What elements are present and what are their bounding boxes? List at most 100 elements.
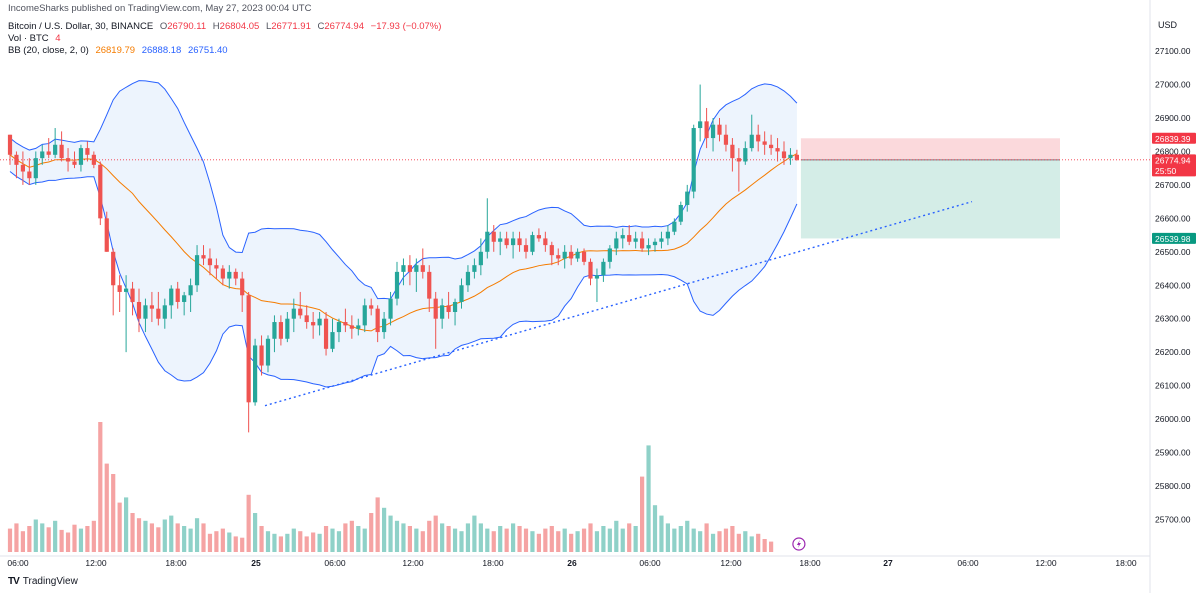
candle-body[interactable]	[594, 275, 600, 279]
candle-body[interactable]	[556, 255, 561, 259]
candle-body[interactable]	[240, 278, 245, 296]
candle-body[interactable]	[285, 318, 290, 339]
candle-body[interactable]	[382, 318, 387, 333]
candle-body[interactable]	[33, 158, 38, 179]
candle-body[interactable]	[65, 158, 71, 162]
candle-body[interactable]	[607, 248, 612, 262]
candle-body[interactable]	[717, 124, 722, 135]
candle-body[interactable]	[375, 308, 380, 333]
candle-body[interactable]	[369, 305, 374, 309]
candle-body[interactable]	[188, 285, 193, 296]
candle-body[interactable]	[775, 148, 780, 152]
candle-body[interactable]	[452, 301, 458, 313]
candle-body[interactable]	[343, 322, 348, 326]
candle-body[interactable]	[756, 134, 761, 142]
candle-body[interactable]	[465, 271, 471, 286]
candle-body[interactable]	[14, 154, 19, 165]
candle-body[interactable]	[723, 134, 729, 145]
candle-body[interactable]	[130, 288, 135, 302]
candle-body[interactable]	[685, 191, 690, 205]
candle-body[interactable]	[201, 255, 206, 259]
candle-body[interactable]	[511, 238, 516, 246]
candle-body[interactable]	[330, 332, 335, 349]
candle-body[interactable]	[362, 305, 367, 326]
candle-body[interactable]	[781, 151, 787, 159]
candle-body[interactable]	[627, 235, 632, 242]
candle-body[interactable]	[672, 221, 677, 232]
candle-body[interactable]	[388, 298, 393, 319]
candle-body[interactable]	[543, 238, 548, 246]
candle-body[interactable]	[7, 134, 13, 155]
stop-loss-zone[interactable]	[800, 138, 1060, 160]
candle-body[interactable]	[291, 308, 296, 319]
candle-body[interactable]	[749, 134, 754, 149]
candle-body[interactable]	[227, 271, 232, 279]
candle-body[interactable]	[485, 231, 490, 252]
bb-lower-line[interactable]	[9, 171, 798, 388]
bb-basis-line[interactable]	[9, 153, 798, 332]
candle-body[interactable]	[214, 265, 219, 269]
candle-body[interactable]	[311, 322, 316, 326]
candle-body[interactable]	[394, 271, 400, 299]
candle-body[interactable]	[253, 345, 258, 403]
candle-body[interactable]	[562, 251, 567, 259]
candle-body[interactable]	[259, 345, 264, 366]
candle-body[interactable]	[59, 144, 64, 159]
candle-body[interactable]	[124, 288, 129, 292]
candle-body[interactable]	[220, 268, 225, 279]
candle-body[interactable]	[633, 238, 638, 242]
candle-body[interactable]	[420, 265, 425, 272]
candle-body[interactable]	[614, 238, 619, 249]
tradingview-logo[interactable]: TV TradingView	[8, 576, 78, 587]
candle-body[interactable]	[517, 238, 522, 246]
candle-body[interactable]	[91, 154, 96, 165]
candle-body[interactable]	[117, 285, 122, 292]
candle-body[interactable]	[104, 218, 109, 252]
candle-body[interactable]	[769, 144, 774, 149]
candle-body[interactable]	[530, 235, 535, 252]
volume-label[interactable]: Vol · BTC	[8, 33, 49, 44]
candle-body[interactable]	[569, 251, 574, 259]
candle-body[interactable]	[304, 315, 309, 323]
candle-body[interactable]	[169, 288, 174, 306]
candle-body[interactable]	[162, 305, 167, 319]
candle-body[interactable]	[730, 144, 735, 159]
candle-body[interactable]	[407, 265, 412, 272]
candle-body[interactable]	[588, 261, 593, 279]
candle-body[interactable]	[575, 251, 580, 259]
candle-body[interactable]	[659, 238, 664, 242]
candle-body[interactable]	[620, 235, 625, 239]
candle-body[interactable]	[78, 148, 84, 165]
candle-body[interactable]	[40, 151, 45, 159]
candle-body[interactable]	[440, 305, 445, 319]
candle-body[interactable]	[504, 238, 509, 246]
candle-body[interactable]	[427, 271, 432, 299]
candle-body[interactable]	[85, 148, 90, 155]
candle-body[interactable]	[323, 318, 329, 349]
candle-body[interactable]	[640, 238, 645, 249]
candle-body[interactable]	[182, 295, 187, 302]
candle-body[interactable]	[459, 285, 464, 302]
candle-body[interactable]	[478, 251, 483, 266]
candle-body[interactable]	[233, 271, 238, 279]
candle-body[interactable]	[72, 161, 77, 165]
candle-body[interactable]	[523, 245, 529, 252]
candle-body[interactable]	[498, 238, 503, 242]
candle-body[interactable]	[336, 322, 342, 333]
candle-body[interactable]	[175, 288, 180, 302]
candle-body[interactable]	[601, 261, 606, 276]
candle-body[interactable]	[710, 124, 716, 139]
candle-body[interactable]	[433, 298, 438, 319]
candle-body[interactable]	[156, 308, 161, 319]
candle-body[interactable]	[736, 158, 741, 162]
candle-body[interactable]	[27, 171, 32, 179]
candle-body[interactable]	[581, 251, 587, 262]
candle-body[interactable]	[143, 305, 148, 319]
candle-body[interactable]	[646, 245, 651, 249]
candle-body[interactable]	[549, 245, 554, 256]
take-profit-zone[interactable]	[800, 159, 1060, 239]
candle-body[interactable]	[20, 164, 25, 172]
candle-body[interactable]	[111, 251, 116, 286]
candle-body[interactable]	[491, 231, 496, 242]
